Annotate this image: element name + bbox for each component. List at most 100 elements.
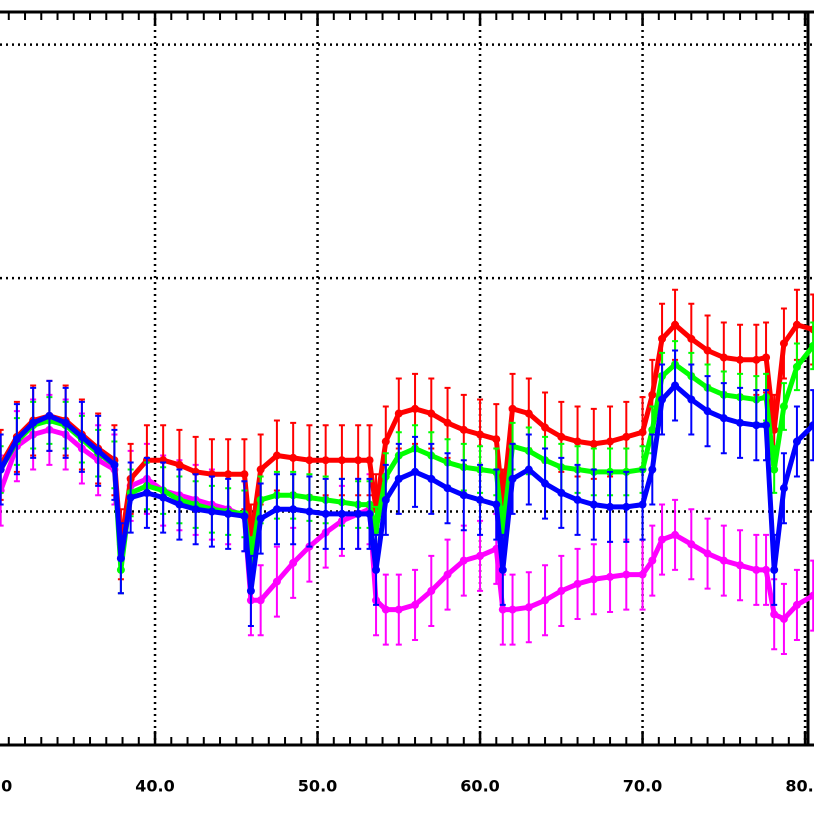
x-tick-label: 60.0 <box>460 777 499 796</box>
point <box>305 456 314 465</box>
point <box>175 460 184 469</box>
point <box>719 414 728 423</box>
series-line <box>0 383 814 594</box>
point <box>687 540 696 549</box>
point <box>589 500 598 509</box>
point <box>476 551 485 560</box>
point <box>381 605 390 614</box>
point <box>240 512 249 521</box>
point <box>256 465 265 474</box>
point <box>459 556 468 565</box>
point <box>394 474 403 483</box>
point <box>638 428 647 437</box>
point <box>792 362 801 371</box>
point <box>498 605 507 614</box>
point <box>658 395 667 404</box>
point <box>411 467 420 476</box>
point <box>110 460 119 469</box>
x-tick-label: 70.0 <box>623 777 662 796</box>
point <box>354 456 363 465</box>
point <box>719 556 728 565</box>
point <box>736 418 745 427</box>
point <box>443 570 452 579</box>
series-line <box>0 322 814 547</box>
point <box>427 409 436 418</box>
point <box>372 565 381 574</box>
point <box>719 353 728 362</box>
point <box>354 509 363 518</box>
point <box>622 502 631 511</box>
point <box>524 409 533 418</box>
point <box>557 488 566 497</box>
point <box>792 437 801 446</box>
series-line <box>0 427 814 622</box>
point <box>321 509 330 518</box>
point <box>752 355 761 364</box>
point <box>703 346 712 355</box>
point <box>671 320 680 329</box>
point <box>365 456 374 465</box>
point <box>573 437 582 446</box>
point <box>411 404 420 413</box>
point <box>508 605 517 614</box>
point <box>606 437 615 446</box>
point <box>126 493 135 502</box>
point <box>175 500 184 509</box>
point <box>541 423 550 432</box>
point <box>606 502 615 511</box>
point <box>492 435 501 444</box>
point <box>671 381 680 390</box>
point <box>191 505 200 514</box>
point <box>648 465 657 474</box>
point <box>779 484 788 493</box>
point <box>459 491 468 500</box>
point <box>736 355 745 364</box>
point <box>498 565 507 574</box>
series-line <box>0 344 814 573</box>
point <box>94 446 103 455</box>
point <box>365 509 374 518</box>
point <box>770 465 779 474</box>
point <box>272 577 281 586</box>
point <box>159 493 168 502</box>
point <box>779 614 788 623</box>
point <box>770 565 779 574</box>
point <box>589 439 598 448</box>
point <box>289 505 298 514</box>
point <box>61 418 70 427</box>
point <box>658 334 667 343</box>
point <box>443 418 452 427</box>
point <box>573 579 582 588</box>
point <box>305 507 314 516</box>
point <box>779 402 788 411</box>
point <box>752 421 761 430</box>
point <box>687 334 696 343</box>
point <box>337 509 346 518</box>
point <box>381 437 390 446</box>
point <box>289 558 298 567</box>
point <box>792 600 801 609</box>
point <box>508 474 517 483</box>
point <box>648 556 657 565</box>
point <box>658 535 667 544</box>
point <box>792 320 801 329</box>
point <box>207 507 216 516</box>
point <box>524 465 533 474</box>
point <box>427 474 436 483</box>
point <box>427 586 436 595</box>
point <box>606 572 615 581</box>
point <box>116 554 125 563</box>
point <box>524 603 533 612</box>
point <box>0 465 5 474</box>
point <box>12 435 21 444</box>
point <box>476 495 485 504</box>
point <box>224 470 233 479</box>
point <box>687 395 696 404</box>
point <box>622 432 631 441</box>
point <box>29 418 38 427</box>
point <box>224 509 233 518</box>
point <box>240 470 249 479</box>
point <box>459 425 468 434</box>
point <box>256 596 265 605</box>
